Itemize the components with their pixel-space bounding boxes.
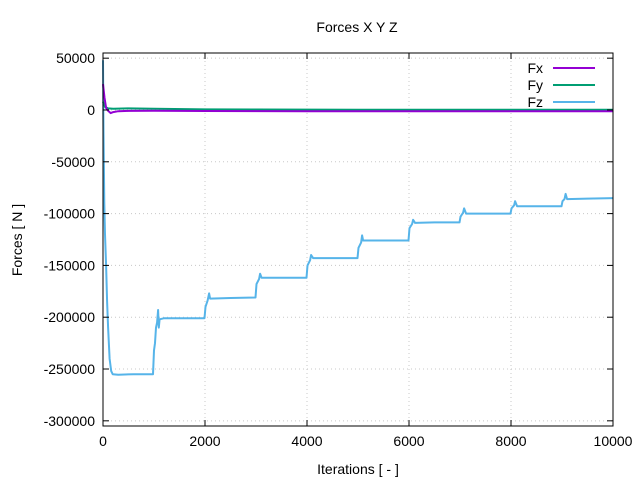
x-tick-label: 6000 bbox=[393, 433, 424, 449]
y-tick-label: -150000 bbox=[44, 257, 96, 273]
series-line-fy bbox=[102, 101, 613, 111]
legend-label: Fz bbox=[527, 94, 543, 110]
x-tick-label: 4000 bbox=[291, 433, 322, 449]
x-tick-label: 0 bbox=[99, 433, 107, 449]
y-tick-label: 0 bbox=[87, 102, 95, 118]
legend-label: Fy bbox=[527, 77, 543, 93]
y-tick-label: 50000 bbox=[56, 50, 95, 66]
axis-ticks bbox=[102, 53, 614, 426]
x-tick-label: 2000 bbox=[189, 433, 220, 449]
chart-title: Forces X Y Z bbox=[316, 19, 398, 35]
x-tick-label: 10000 bbox=[594, 433, 633, 449]
y-axis-label: Forces [ N ] bbox=[9, 204, 25, 276]
y-tick-label: -100000 bbox=[44, 206, 96, 222]
y-tick-label: -250000 bbox=[44, 361, 96, 377]
x-axis-label: Iterations [ - ] bbox=[317, 461, 399, 477]
x-tick-label: 8000 bbox=[495, 433, 526, 449]
plot-area-border bbox=[102, 52, 614, 427]
y-tick-label: -50000 bbox=[51, 154, 95, 170]
y-tick-label: -200000 bbox=[44, 309, 96, 325]
y-tick-label: -300000 bbox=[44, 413, 96, 429]
y-tick-labels: 50000 0 -50000 -100000 -150000 -200000 -250000… bbox=[44, 50, 96, 429]
legend-label: Fx bbox=[527, 60, 543, 76]
series-line-fz bbox=[102, 60, 614, 376]
x-tick-labels: 0 2000 4000 6000 8000 10000 bbox=[99, 433, 633, 449]
